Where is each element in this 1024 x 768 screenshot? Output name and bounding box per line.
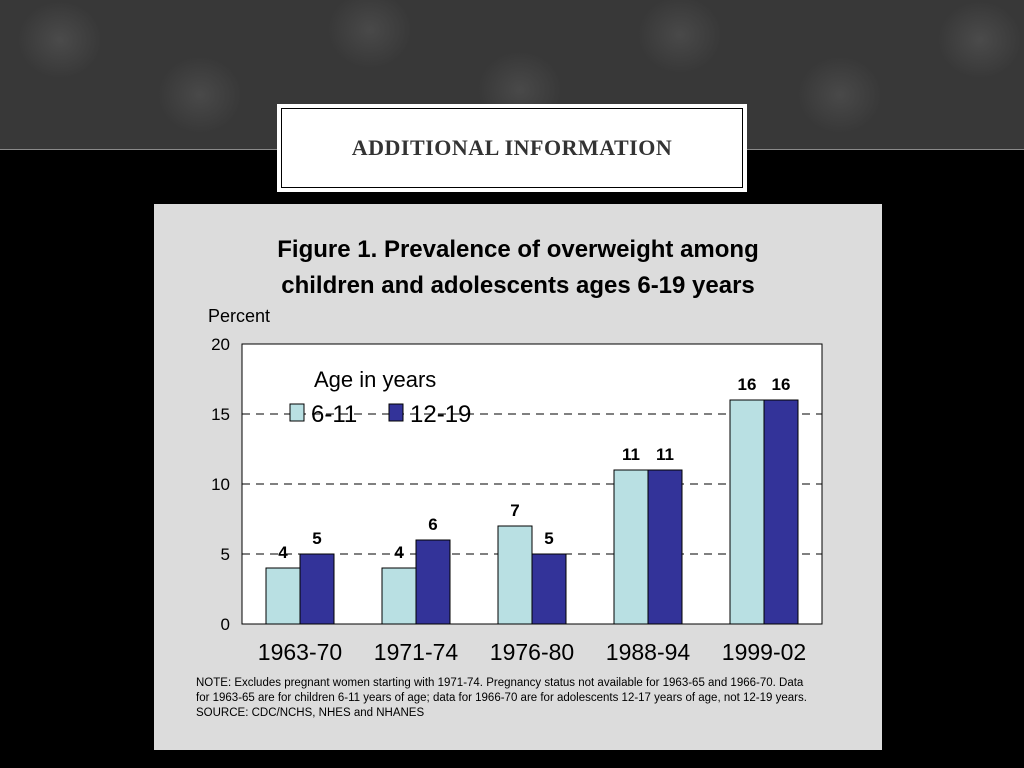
bar-chart: 4 5 4 6 7 5 11 11 16 16 0 5 10 15 20 1963-70 1971-74 197… [211,335,823,665]
bar-1988-94-12-19 [647,469,683,625]
data-label-1999-02-12-19: 16 [772,375,791,394]
x-tick-label-1999-02: 1999-02 [722,639,806,665]
data-label-1963-70-12-19: 5 [312,529,321,548]
x-tick-label-1988-94: 1988-94 [606,639,691,665]
y-tick-label-20: 20 [211,335,230,354]
chart-figure: Figure 1. Prevalence of overweight among… [154,204,882,750]
chart-title-line-1: Figure 1. Prevalence of overweight among [277,236,759,263]
chart-note: NOTE: Excludes pregnant women starting w… [196,676,866,721]
data-label-1988-94-6-11: 11 [622,445,640,464]
legend-swatch-12-19 [388,403,404,422]
bar-1976-80-12-19 [531,553,567,625]
y-tick-label-0: 0 [221,615,230,634]
data-label-1971-74-12-19: 6 [428,515,437,534]
data-label-1999-02-6-11: 16 [738,375,757,394]
legend-title: Age in years [314,367,436,392]
x-tick-label-1971-74: 1971-74 [374,639,459,665]
legend-swatch-6-11 [289,403,305,422]
bar-1963-70-12-19 [299,553,335,625]
y-tick-label-15: 15 [211,405,230,424]
legend-label-6-11: 6-11 [311,401,357,428]
legend: Age in years 6-11 12-19 [289,367,471,428]
note-line-2: for 1963-65 are for children 6-11 years … [196,692,807,704]
x-tick-label-1976-80: 1976-80 [490,639,574,665]
chart-title-line-2: children and adolescents ages 6-19 years [281,272,755,299]
bar-1971-74-6-11 [381,567,417,625]
bar-1976-80-6-11 [497,525,533,625]
y-axis-label: Percent [208,306,271,326]
bar-1971-74-12-19 [415,539,451,625]
note-line-1: NOTE: Excludes pregnant women starting w… [196,677,804,689]
data-label-1976-80-12-19: 5 [544,529,553,548]
data-label-1988-94-12-19: 11 [656,445,674,464]
legend-label-12-19: 12-19 [410,401,471,428]
bar-1999-02-6-11 [729,399,765,625]
decorative-header-band [0,0,1024,150]
y-tick-label-5: 5 [221,545,230,564]
slide-title-box: ADDITIONAL INFORMATION [277,104,747,192]
source-line: SOURCE: CDC/NCHS, NHES and NHANES [196,707,425,719]
x-tick-label-1963-70: 1963-70 [258,639,342,665]
data-label-1971-74-6-11: 4 [394,543,404,562]
y-tick-label-10: 10 [211,475,230,494]
chart-title: Figure 1. Prevalence of overweight among… [154,232,882,304]
slide-title: ADDITIONAL INFORMATION [351,135,673,160]
data-label-1963-70-6-11: 4 [278,543,288,562]
bar-1988-94-6-11 [613,469,649,625]
bar-1963-70-6-11 [265,567,301,625]
data-label-1976-80-6-11: 7 [510,501,519,520]
bar-1999-02-12-19 [763,399,799,625]
